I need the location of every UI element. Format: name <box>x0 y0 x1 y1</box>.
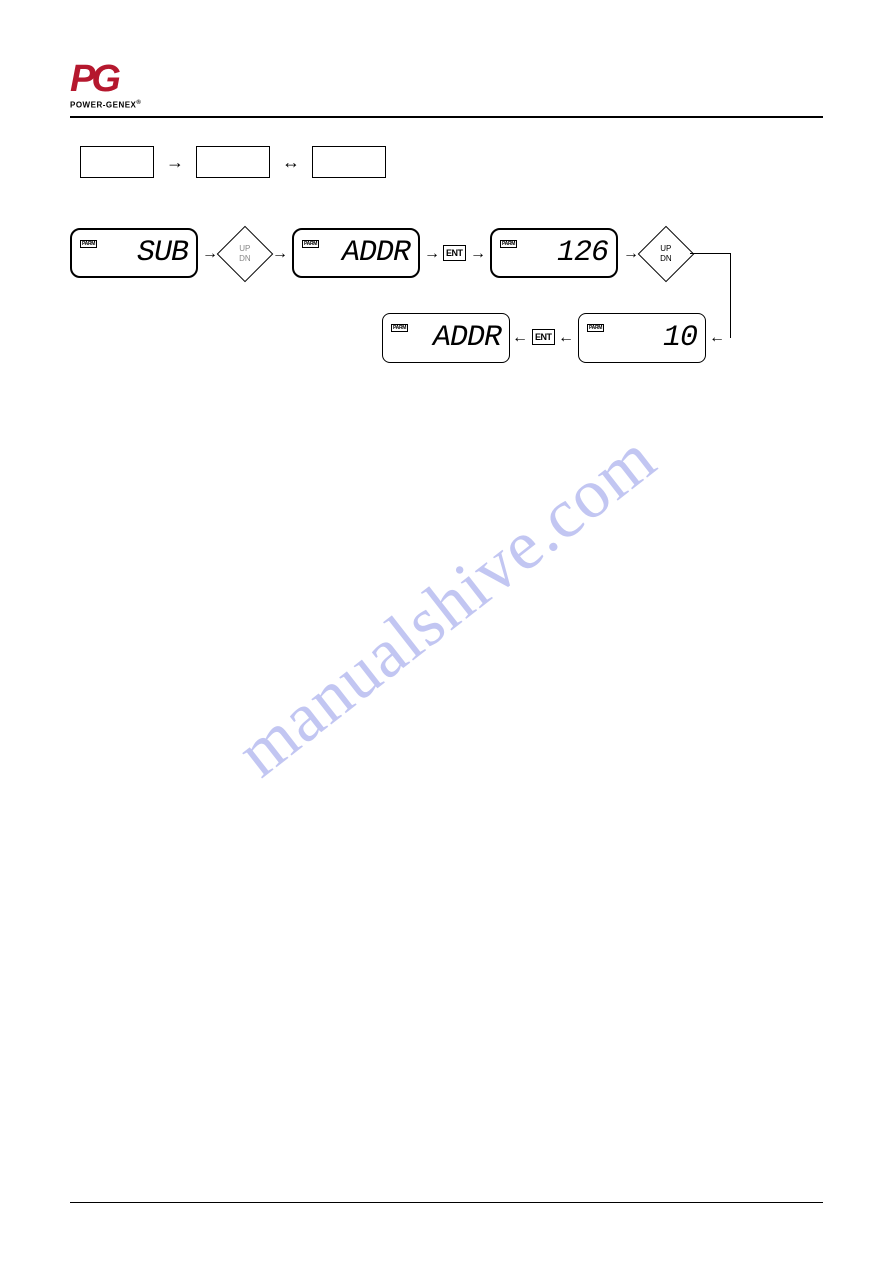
lcd-box-10: PARM 10 <box>578 313 706 363</box>
flow-box-3 <box>312 146 386 178</box>
logo-pg: PG <box>70 60 823 98</box>
top-flow-row: → ↔ <box>80 146 823 178</box>
lcd-box-126: PARM 126 <box>490 228 618 278</box>
connector-line <box>690 253 730 254</box>
arrow-icon: ← <box>709 329 725 347</box>
parm-badge: PARM <box>391 324 408 332</box>
updn-diamond-2: UPDN <box>638 225 695 282</box>
flow-box-1 <box>80 146 154 178</box>
watermark-text: manualshive.com <box>222 419 671 794</box>
lcd-box-sub: PARM SUB <box>70 228 198 278</box>
flow-box-2 <box>196 146 270 178</box>
registered-mark: ® <box>136 100 141 106</box>
arrow-icon: → <box>424 245 440 263</box>
arrow-icon: → <box>272 245 288 263</box>
lcd-box-addr-1: PARM ADDR <box>292 228 420 278</box>
logo-brand-text: POWER-GENEX® <box>70 100 823 110</box>
parm-badge: PARM <box>302 240 319 248</box>
brand-name: POWER-GENEX <box>70 101 136 110</box>
updn-diamond-1: UPDN <box>217 225 274 282</box>
ent-button-1: ENT <box>443 245 466 261</box>
lcd-flowchart: PARM SUB → UPDN → PARM ADDR → ENT → PARM… <box>70 228 823 428</box>
arrow-both-icon: ↔ <box>282 153 300 171</box>
arrow-icon: ← <box>558 329 574 347</box>
parm-badge: PARM <box>80 240 97 248</box>
logo-block: PG POWER-GENEX® <box>70 60 823 110</box>
lcd-text-addr-2: ADDR <box>412 321 501 355</box>
arrow-icon: → <box>470 245 486 263</box>
connector-line <box>730 253 731 338</box>
lcd-text-sub: SUB <box>101 236 188 270</box>
lcd-text-addr-1: ADDR <box>323 236 410 270</box>
arrow-right-icon: → <box>166 153 184 171</box>
footer-rule-wrap <box>70 1202 823 1203</box>
parm-badge: PARM <box>500 240 517 248</box>
diamond-label-faded: UPDN <box>239 244 251 264</box>
ent-button-2: ENT <box>532 329 555 345</box>
header-rule <box>70 116 823 118</box>
lcd-text-126: 126 <box>521 236 608 270</box>
lcd-box-addr-2: PARM ADDR <box>382 313 510 363</box>
parm-badge: PARM <box>587 324 604 332</box>
footer-rule <box>70 1202 823 1203</box>
ent-label: ENT <box>535 332 552 342</box>
lcd-text-10: 10 <box>608 321 697 355</box>
diamond-label: UPDN <box>660 244 672 264</box>
ent-label: ENT <box>446 248 463 258</box>
arrow-icon: ← <box>512 329 528 347</box>
logo-letters: PG <box>70 60 117 98</box>
